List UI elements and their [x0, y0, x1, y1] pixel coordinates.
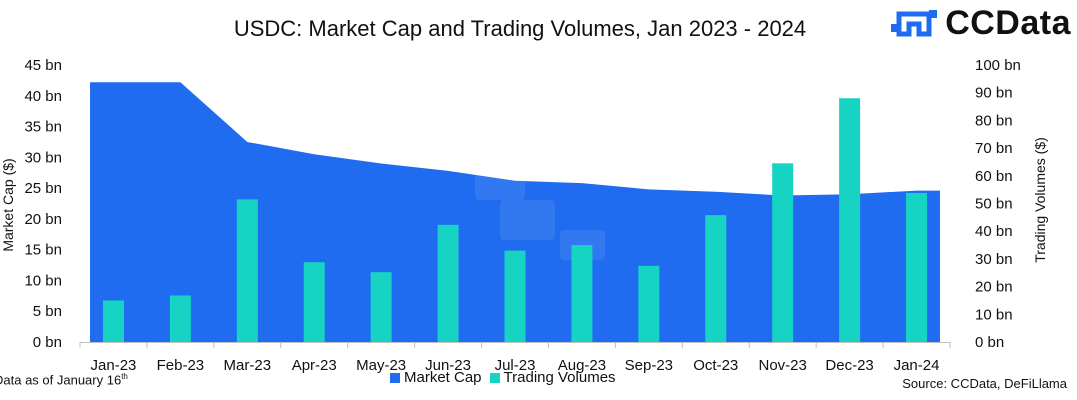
ccdata-logo: CCData: [889, 4, 1071, 43]
left-tick-label-1: 5 bn: [33, 303, 62, 320]
volume-bar-aug-23: [571, 245, 593, 342]
right-axis-label: Trading Volumes ($): [1032, 137, 1048, 263]
right-tick-label-9: 90 bn: [975, 85, 1013, 102]
left-tick-label-8: 40 bn: [24, 88, 62, 105]
left-tick-label-9: 45 bn: [24, 57, 62, 74]
legend-swatch-market-cap: [390, 372, 400, 383]
data-as-of-note: Data as of January 16th: [0, 372, 128, 387]
x-tick-label-oct-23: Oct-23: [693, 357, 738, 374]
right-tick-label-8: 80 bn: [975, 112, 1013, 129]
x-tick-label-mar-23: Mar-23: [224, 357, 272, 374]
watermark-block-3: [500, 200, 555, 240]
chart-title: USDC: Market Cap and Trading Volumes, Ja…: [233, 16, 807, 41]
ccdata-logo-icon: [891, 9, 938, 36]
right-tick-label-1: 10 bn: [975, 306, 1013, 323]
watermark-block-0: [475, 160, 525, 200]
right-tick-label-7: 70 bn: [975, 140, 1013, 157]
right-tick-label-3: 30 bn: [975, 251, 1013, 268]
x-tick-label-jul-23: Jul-23: [495, 357, 536, 374]
right-tick-label-6: 60 bn: [975, 168, 1013, 185]
legend-item-trading-volumes: Trading Volumes: [489, 369, 616, 386]
volume-bar-jan-24: [906, 192, 928, 342]
left-tick-label-2: 10 bn: [24, 272, 62, 289]
x-tick-label-dec-23: Dec-23: [825, 357, 873, 374]
x-tick-label-jun-23: Jun-23: [425, 357, 471, 374]
ccdata-logo-text: CCData: [945, 4, 1071, 42]
legend-item-market-cap: Market Cap: [390, 369, 482, 386]
volume-bar-may-23: [370, 272, 392, 342]
left-tick-label-0: 0 bn: [33, 334, 62, 351]
watermark-block-2: [585, 128, 617, 160]
volume-bar-mar-23: [236, 199, 258, 342]
volume-bar-feb-23: [169, 295, 191, 342]
source-note: Source: CCData, DeFiLlama: [902, 376, 1067, 391]
left-tick-label-6: 30 bn: [24, 149, 62, 166]
x-tick-label-aug-23: Aug-23: [558, 357, 606, 374]
data-as-of-sup: th: [121, 372, 128, 381]
volume-bar-jul-23: [504, 250, 526, 342]
x-tick-label-sep-23: Sep-23: [625, 357, 673, 374]
watermark: [475, 128, 617, 260]
x-tick-label-feb-23: Feb-23: [157, 357, 205, 374]
left-axis-label: Market Cap ($): [0, 158, 16, 252]
right-tick-label-5: 50 bn: [975, 196, 1013, 213]
left-tick-label-5: 25 bn: [24, 180, 62, 197]
left-tick-label-3: 15 bn: [24, 242, 62, 259]
watermark-block-4: [560, 230, 605, 260]
x-tick-label-jan-24: Jan-24: [894, 357, 940, 374]
legend-label-trading-volumes: Trading Volumes: [503, 369, 616, 386]
volume-bar-dec-23: [839, 98, 861, 343]
data-as-of-text: Data as of January 16: [0, 372, 122, 388]
left-tick-label-4: 20 bn: [24, 211, 62, 228]
legend-label-market-cap: Market Cap: [404, 369, 482, 386]
right-tick-label-0: 0 bn: [975, 334, 1004, 351]
right-tick-label-4: 40 bn: [975, 223, 1013, 240]
left-tick-label-7: 35 bn: [24, 119, 62, 136]
volume-bar-nov-23: [772, 163, 794, 342]
volume-bar-apr-23: [303, 262, 325, 342]
legend: Market Cap Trading Volumes: [390, 369, 624, 386]
right-tick-label-2: 20 bn: [975, 279, 1013, 296]
watermark-block-1: [525, 128, 565, 160]
legend-swatch-trading-volumes: [489, 372, 500, 383]
right-tick-label-10: 100 bn: [975, 57, 1021, 74]
volume-bar-oct-23: [705, 215, 727, 342]
volume-bar-jun-23: [437, 224, 459, 342]
x-tick-label-apr-23: Apr-23: [292, 357, 337, 374]
volume-bar-jan-23: [102, 300, 124, 342]
x-tick-label-may-23: May-23: [356, 357, 406, 374]
x-tick-label-nov-23: Nov-23: [759, 357, 807, 374]
x-tick-label-jan-23: Jan-23: [91, 357, 137, 374]
volume-bar-sep-23: [638, 265, 660, 342]
market-cap-area: [90, 82, 940, 342]
